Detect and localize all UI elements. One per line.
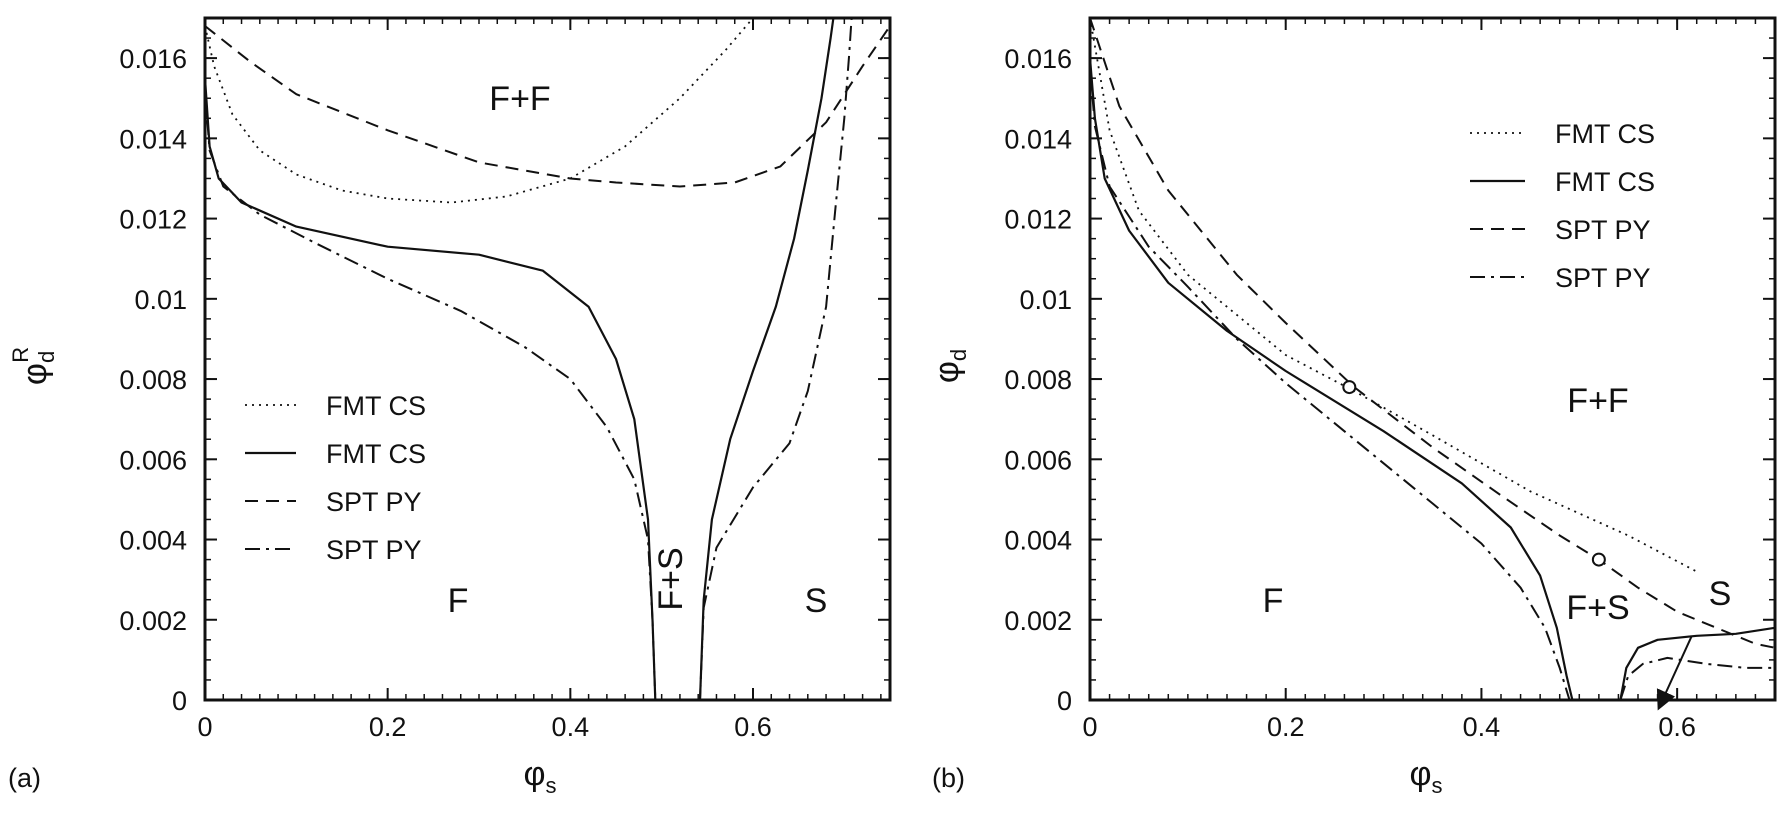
x-tick-label: 0.4 xyxy=(1463,712,1501,742)
x-axis-title: φs xyxy=(1409,755,1442,798)
y-axis-title: φdR xyxy=(8,347,59,385)
legend-label: FMT CS xyxy=(326,391,426,421)
panel-b: 0 0.2 0.4 0.6 0 0.002 0.004 0.006 0.008 0.01 0.012… xyxy=(928,16,1777,798)
x-axis-title: φs xyxy=(523,755,556,798)
y-tick-label: 0.002 xyxy=(1004,606,1072,636)
plot-frame xyxy=(1088,16,1777,702)
panel-label: (a) xyxy=(8,763,41,793)
legend-label: FMT CS xyxy=(1555,119,1655,149)
x-tick-label: 0.2 xyxy=(369,712,407,742)
panel-a: 0 0.2 0.4 0.6 0 0.002 0.004 0.006 0.008 0.01 0.012… xyxy=(8,16,892,798)
region-label: F+S xyxy=(1566,589,1629,627)
y-tick-label: 0 xyxy=(172,686,187,716)
series-line-dash-dot xyxy=(1619,656,1775,700)
x-tick-label: 0 xyxy=(1082,712,1097,742)
series-line-solid xyxy=(1619,626,1775,700)
y-tick-label: 0.01 xyxy=(1019,285,1072,315)
y-tick-label: 0.006 xyxy=(119,445,187,475)
y-tick-label: 0.014 xyxy=(1004,124,1072,154)
legend-label: FMT CS xyxy=(1555,167,1655,197)
y-tick-label: 0.014 xyxy=(119,124,187,154)
series-line-solid xyxy=(205,78,657,700)
y-tick-label: 0.016 xyxy=(119,44,187,74)
y-tick-label: 0.012 xyxy=(1004,205,1072,235)
y-tick-label: 0.012 xyxy=(119,205,187,235)
series-line-dashed xyxy=(205,25,890,188)
x-tick-label: 0.4 xyxy=(552,712,590,742)
series-line-dash-dot xyxy=(699,18,853,700)
x-tick-label: 0.2 xyxy=(1267,712,1305,742)
region-label: S xyxy=(1709,575,1732,613)
x-tick-label: 0 xyxy=(197,712,212,742)
series-line-dash-dot xyxy=(1090,66,1571,700)
region-label: F+F xyxy=(489,80,550,118)
legend-label: SPT PY xyxy=(1555,263,1651,293)
y-tick-label: 0.004 xyxy=(1004,526,1072,556)
y-tick-label: 0.008 xyxy=(1004,365,1072,395)
x-tick-label: 0.6 xyxy=(734,712,772,742)
legend-label: SPT PY xyxy=(326,487,422,517)
series-line-dash-dot xyxy=(205,90,657,700)
region-label: F+S xyxy=(652,547,690,610)
legend: FMT CS FMT CS SPT PY SPT PY xyxy=(1470,119,1655,293)
y-tick-label: 0.016 xyxy=(1004,44,1072,74)
critical-point-marker xyxy=(1342,380,1357,395)
panel-label: (b) xyxy=(932,763,965,793)
series-line-dotted xyxy=(1090,18,1698,573)
critical-point-marker xyxy=(1591,552,1606,567)
legend-label: SPT PY xyxy=(326,535,422,565)
y-tick-label: 0.01 xyxy=(134,285,187,315)
y-axis-title: φd xyxy=(928,349,971,383)
region-label: F xyxy=(1263,582,1284,620)
series-line-dashed xyxy=(1090,18,1775,649)
legend-label: SPT PY xyxy=(1555,215,1651,245)
plot-frame xyxy=(203,16,892,702)
series-line-solid xyxy=(1090,58,1574,700)
y-tick-label: 0.002 xyxy=(119,606,187,636)
arrow xyxy=(1656,635,1693,711)
region-label: F+F xyxy=(1567,382,1628,420)
region-label: F xyxy=(448,582,469,620)
series-line-dotted xyxy=(205,18,754,204)
region-label: S xyxy=(805,582,828,620)
legend: FMT CS FMT CS SPT PY SPT PY xyxy=(245,391,426,565)
legend-label: FMT CS xyxy=(326,439,426,469)
y-tick-label: 0.004 xyxy=(119,526,187,556)
series-line-solid xyxy=(698,18,835,700)
x-tick-label: 0.6 xyxy=(1658,712,1696,742)
y-tick-label: 0 xyxy=(1057,686,1072,716)
y-tick-label: 0.008 xyxy=(119,365,187,395)
y-tick-label: 0.006 xyxy=(1004,445,1072,475)
